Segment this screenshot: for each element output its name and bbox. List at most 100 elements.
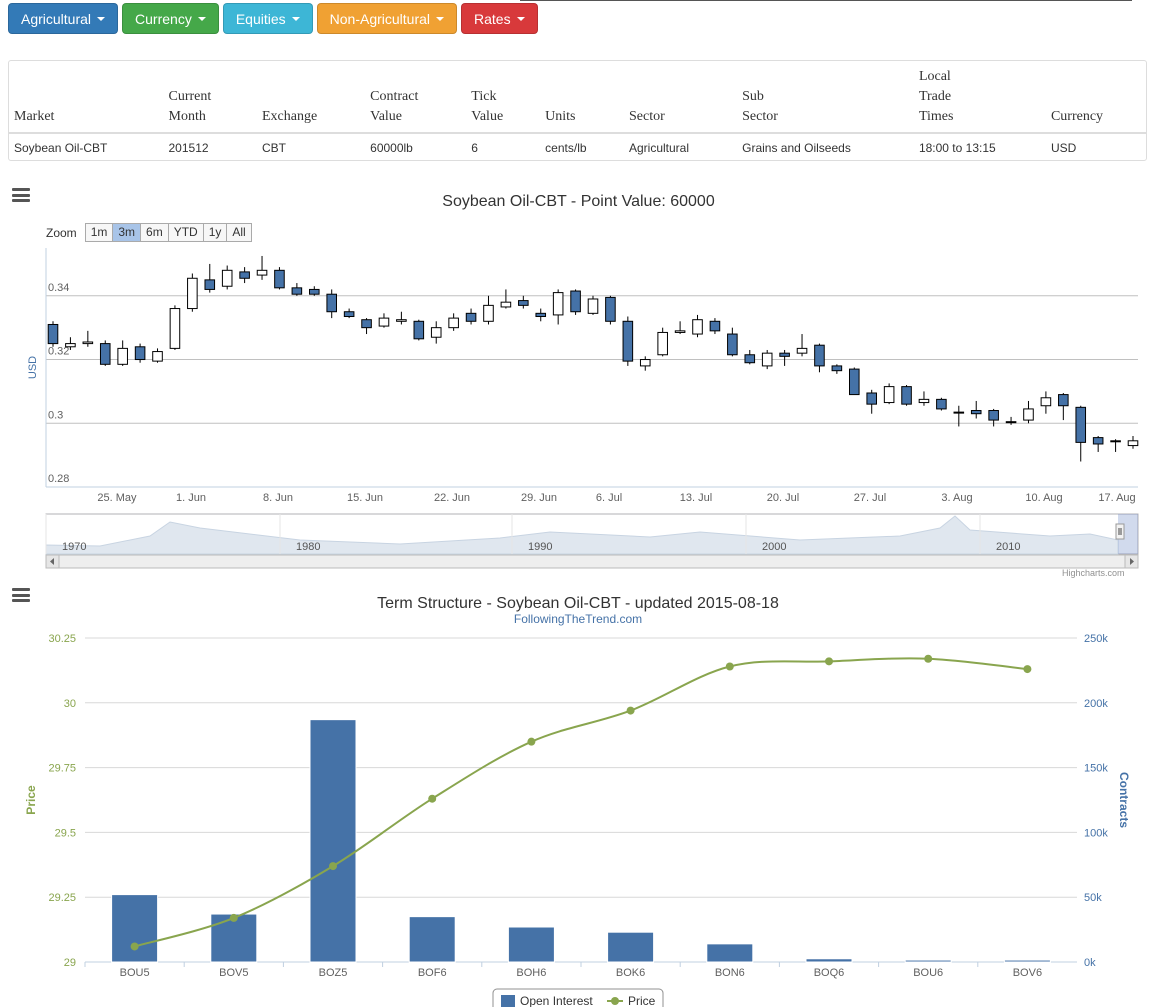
- candle-body: [518, 300, 529, 306]
- x-tick-label: 20. Jul: [767, 492, 799, 504]
- caret-down-icon: [197, 16, 206, 21]
- x-tick-label: 1. Jun: [176, 492, 206, 504]
- info-header-current-month: Current Month: [163, 61, 257, 134]
- candle: [99, 340, 111, 366]
- candle: [692, 314, 703, 338]
- info-cell-units: cents/lb: [545, 141, 587, 155]
- candle-body: [134, 346, 146, 361]
- x-category-label: BOH6: [516, 967, 546, 979]
- candle-body: [221, 269, 233, 287]
- candle-body: [883, 386, 895, 404]
- nav-button-label: Equities: [235, 10, 286, 27]
- info-header-tick-value: Tick Value: [466, 61, 541, 134]
- candle-body: [953, 411, 965, 414]
- info-cell-local-trade-times: 18:00 to 13:15: [918, 141, 996, 155]
- candle-body: [849, 368, 860, 396]
- candle-body: [622, 320, 634, 362]
- left-tick-label: 29.5: [55, 827, 76, 839]
- info-cell-tick-value: 6: [471, 141, 478, 155]
- highcharts-credits[interactable]: Highcharts.com: [1062, 568, 1125, 578]
- zoom-3m-button[interactable]: 3m: [112, 223, 142, 242]
- candle-body: [988, 410, 999, 421]
- info-cell-currency: USD: [1050, 141, 1077, 155]
- candle-body: [465, 312, 477, 322]
- candle: [605, 295, 616, 325]
- nav-agricultural-button[interactable]: Agricultural: [8, 3, 119, 34]
- open-interest-bar: [210, 913, 258, 963]
- x-tick-label: 27. Jul: [854, 492, 886, 504]
- zoom-all-button[interactable]: All: [226, 223, 252, 242]
- term-chart-subtitle: FollowingTheTrend.com: [514, 612, 642, 626]
- term-chart-title: Term Structure - Soybean Oil-CBT - updat…: [377, 595, 779, 612]
- plot-background: [46, 248, 1138, 487]
- candle-body: [918, 398, 930, 404]
- nav-button-label: Currency: [135, 10, 192, 27]
- open-interest-bar: [706, 943, 754, 963]
- zoom-6m-button[interactable]: 6m: [140, 223, 169, 242]
- left-tick-label: 29: [64, 957, 76, 969]
- candle: [134, 343, 146, 363]
- nav-equities-button[interactable]: Equities: [222, 3, 313, 34]
- info-header-units: Units: [540, 61, 624, 134]
- nav-rates-button[interactable]: Rates: [461, 3, 538, 34]
- x-tick-label: 29. Jun: [521, 492, 557, 504]
- candle-body: [256, 269, 268, 276]
- legend-item-price: Price: [628, 994, 656, 1007]
- candle: [709, 318, 721, 335]
- candle: [936, 397, 947, 411]
- zoom-label: Zoom: [46, 225, 77, 240]
- candle: [169, 305, 181, 350]
- candle: [256, 255, 268, 280]
- open-interest-bar: [607, 931, 655, 963]
- price-point: [527, 737, 536, 746]
- right-axis-title: Contracts: [1117, 772, 1131, 828]
- left-tick-label: 30.25: [48, 633, 76, 645]
- candle-body: [901, 386, 912, 405]
- contract-info-table: Market Current Month Exchange Contract Valu…: [8, 60, 1147, 161]
- navigator-year-label: 2000: [762, 541, 786, 553]
- price-point: [825, 657, 833, 666]
- zoom-1y-button[interactable]: 1y: [202, 223, 228, 242]
- candle-body: [1075, 406, 1087, 443]
- candle: [761, 349, 773, 370]
- x-tick-label: 22. Jun: [434, 492, 470, 504]
- open-interest-bar: [408, 916, 456, 963]
- x-tick-label: 6. Jul: [596, 492, 622, 504]
- navigator-year-label: 1980: [296, 541, 320, 553]
- chart-menu-icon[interactable]: [12, 188, 30, 202]
- candle: [988, 408, 999, 427]
- candle-body: [291, 287, 303, 295]
- candle-body: [169, 308, 181, 349]
- candle-body: [47, 323, 59, 345]
- candle: [518, 295, 529, 309]
- info-header-contract-value: Contract Value: [365, 61, 467, 134]
- info-header-sector: Sector: [623, 61, 738, 134]
- y-tick-label: 0.32: [48, 346, 69, 358]
- candle-body: [605, 296, 616, 322]
- term-legend: Open Interest Price: [492, 988, 664, 1007]
- candle-body: [1058, 394, 1069, 407]
- candle: [570, 289, 581, 315]
- x-category-label: BOK6: [616, 967, 645, 979]
- candle-body: [448, 317, 459, 329]
- candle: [866, 389, 878, 414]
- candle-body: [152, 351, 163, 362]
- candle-body: [936, 398, 947, 410]
- term-chart-menu-icon[interactable]: [12, 588, 30, 602]
- candle: [1127, 436, 1139, 449]
- zoom-1m-button[interactable]: 1m: [84, 223, 114, 242]
- x-tick-label: 25. May: [97, 492, 137, 504]
- x-tick-label: 3. Aug: [941, 492, 972, 504]
- nav-currency-button[interactable]: Currency: [122, 3, 219, 34]
- price-chart-title: Soybean Oil-CBT - Point Value: 60000: [442, 193, 715, 210]
- candle: [361, 318, 372, 335]
- caret-down-icon: [516, 16, 525, 21]
- nav-non-agricultural-button[interactable]: Non-Agricultural: [316, 3, 458, 34]
- candle: [291, 283, 303, 296]
- candle: [1110, 439, 1121, 452]
- candle-body: [814, 344, 825, 367]
- zoom-ytd-button[interactable]: YTD: [167, 223, 204, 242]
- navigator-handle: [1115, 523, 1125, 540]
- zoom-selector: Zoom 1m 3m 6m YTD 1y All: [46, 223, 252, 242]
- caret-down-icon: [291, 16, 300, 21]
